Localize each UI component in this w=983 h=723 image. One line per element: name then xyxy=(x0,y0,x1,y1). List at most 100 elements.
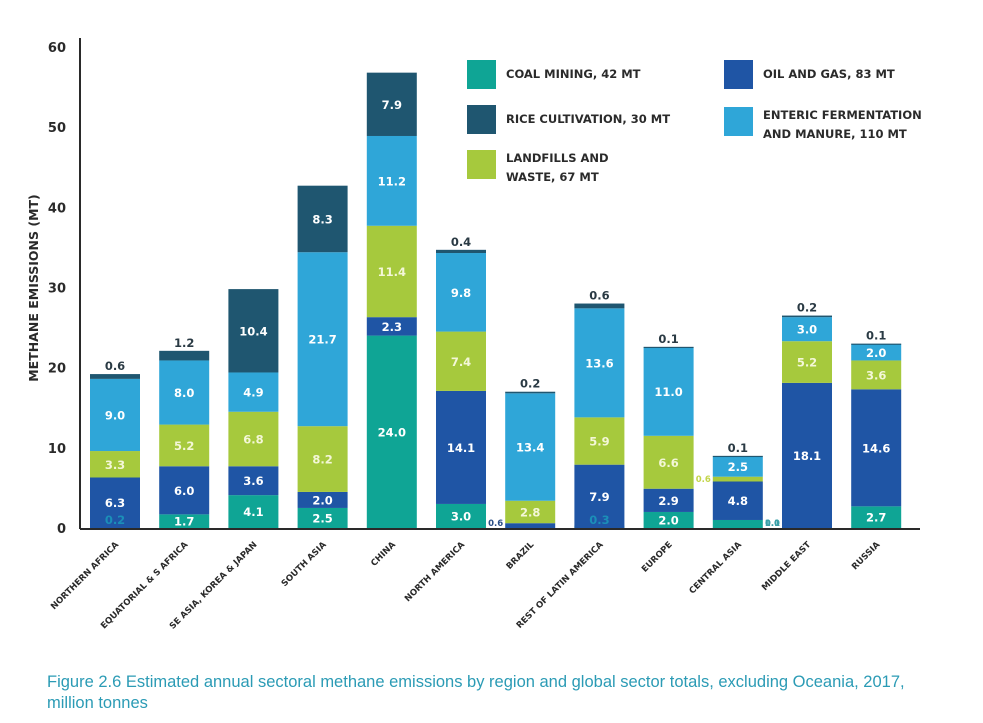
bar-segment xyxy=(643,488,694,512)
methane-stacked-bar-chart: 0 10 20 30 40 50 60 METHANE EMISSIONS (MT) 0.2… xyxy=(26,38,922,632)
y-tick-label: 0 xyxy=(57,522,66,537)
bar-segment xyxy=(228,289,279,373)
bar-stack xyxy=(712,455,763,528)
data-labels: 0.2 6.3 3.3 9.0 0.6 1.7 6.0 5.2 8.0 1.2 4.1 3.6 6.8 4… xyxy=(105,98,891,529)
data-label: 9.0 xyxy=(105,408,125,422)
data-label: 13.4 xyxy=(516,441,544,455)
data-label: 3.6 xyxy=(866,368,886,382)
bar-segment xyxy=(851,389,902,507)
legend-swatch xyxy=(467,105,496,134)
bar-stack xyxy=(159,350,210,528)
bar-segment xyxy=(643,511,694,528)
bar-segment xyxy=(297,426,348,492)
bar-segment xyxy=(297,185,348,253)
x-tick-label: SOUTH ASIA xyxy=(280,540,329,589)
legend-label: COAL MINING, 42 MT xyxy=(506,67,641,81)
data-label: 14.6 xyxy=(862,441,890,455)
data-label: 2.0 xyxy=(866,346,886,360)
data-label: 0.1 xyxy=(765,519,780,529)
x-tick-label: NORTHERN AFRICA xyxy=(49,540,121,612)
bar-stack xyxy=(297,185,348,528)
data-label: 3.0 xyxy=(451,509,471,523)
data-label: 0.1 xyxy=(658,332,678,346)
legend-label: ENTERIC FERMENTATION xyxy=(763,108,922,122)
bars xyxy=(90,72,902,528)
data-label: 0.3 xyxy=(589,513,609,527)
bar-segment xyxy=(643,347,694,436)
bar-segment xyxy=(851,344,902,361)
data-label: 3.0 xyxy=(797,323,817,337)
data-label: 2.0 xyxy=(658,513,678,527)
bar-segment xyxy=(159,466,210,515)
data-label: 2.7 xyxy=(866,511,886,525)
data-label: 0.6 xyxy=(696,475,711,485)
data-label: 2.5 xyxy=(312,511,332,525)
data-label: 0.6 xyxy=(105,359,125,373)
bar-segment xyxy=(228,411,279,467)
data-label: 5.2 xyxy=(797,356,817,370)
data-label: 1.0 xyxy=(765,519,780,529)
data-label: 5.9 xyxy=(589,435,609,449)
bar-segment xyxy=(851,360,902,390)
data-label: 11.4 xyxy=(378,265,406,279)
legend-label: OIL AND GAS, 83 MT xyxy=(763,67,895,81)
data-label: 6.8 xyxy=(243,433,263,447)
bar-segment xyxy=(228,495,279,528)
bar-segment xyxy=(436,503,486,528)
data-label: 11.0 xyxy=(654,385,682,399)
data-label: 0.1 xyxy=(728,441,748,455)
data-label: 1.2 xyxy=(174,336,194,350)
bar-segment xyxy=(366,72,417,136)
y-tick-label: 40 xyxy=(48,201,66,216)
bar-segment xyxy=(436,249,486,254)
data-label: 13.6 xyxy=(585,356,613,370)
bar-segment xyxy=(712,481,763,520)
bar-segment xyxy=(366,317,417,336)
data-label: 7.9 xyxy=(589,490,609,504)
bar-segment xyxy=(505,391,556,394)
data-label: 11.2 xyxy=(378,174,406,188)
bar-stack xyxy=(851,343,902,528)
data-label: 6.6 xyxy=(658,456,678,470)
x-tick-label: CHINA xyxy=(369,540,398,569)
bar-segment xyxy=(574,417,625,465)
bar-segment xyxy=(297,491,348,508)
figure-caption: Figure 2.6 Estimated annual sectoral met… xyxy=(47,672,967,714)
bar-segment xyxy=(505,523,556,528)
bar-segment xyxy=(851,343,902,345)
data-label: 2.3 xyxy=(382,320,402,334)
x-tick-label: BRAZIL xyxy=(505,540,537,572)
data-label: 10.4 xyxy=(239,324,267,338)
bar-segment xyxy=(366,225,417,318)
x-tick-label: EUROPE xyxy=(640,540,675,575)
bar-segment xyxy=(366,135,417,226)
bar-segment xyxy=(436,253,486,332)
caption-line-2: million tonnes xyxy=(47,694,148,712)
y-tick-label: 30 xyxy=(48,282,66,297)
legend-item: COAL MINING, 42 MT xyxy=(467,60,641,89)
bar-segment xyxy=(436,331,486,391)
bar-segment xyxy=(782,317,832,342)
legend: COAL MINING, 42 MT RICE CULTIVATION, 30 M… xyxy=(467,60,922,184)
legend-swatch xyxy=(724,60,753,89)
bar-segment xyxy=(159,424,210,467)
bar-segment xyxy=(712,456,763,477)
data-label: 3.6 xyxy=(243,474,263,488)
bar-segment xyxy=(436,390,486,504)
bar-segment xyxy=(782,382,832,528)
data-label: 18.1 xyxy=(793,449,821,463)
bar-segment xyxy=(297,507,348,528)
data-label: 21.7 xyxy=(308,333,336,347)
bar-segment xyxy=(90,451,140,478)
data-label: 6.0 xyxy=(174,484,194,498)
bar-segment xyxy=(505,500,556,524)
y-tick-label: 20 xyxy=(48,362,66,377)
data-label: 7.9 xyxy=(382,98,402,112)
legend-item: LANDFILLS AND WASTE, 67 MT xyxy=(467,150,609,184)
x-tick-label: MIDDLE EAST xyxy=(760,540,813,593)
caption-line-1: Figure 2.6 Estimated annual sectoral met… xyxy=(47,673,905,691)
data-label: 0.6 xyxy=(589,289,609,303)
y-tick-label: 50 xyxy=(48,121,66,136)
y-tick-label: 60 xyxy=(48,41,66,56)
